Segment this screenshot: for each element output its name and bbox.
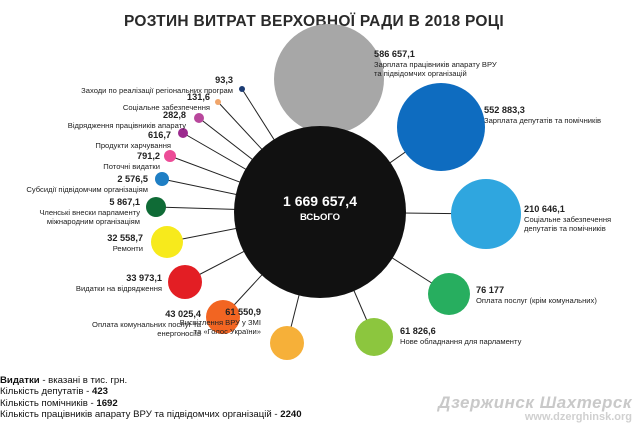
note-staff: Кількість працівників апарату ВРУ та під…	[0, 409, 638, 420]
bubble	[355, 318, 393, 356]
note-units: Видатки - вказані в тис. грн.	[0, 375, 638, 386]
note-assistants-label: Кількість помічників -	[0, 397, 97, 409]
bubble	[164, 150, 176, 162]
total-circle	[234, 126, 406, 298]
bubble-label: Оплата комунальних послуг та	[92, 320, 202, 329]
bubble-label: Субсидії підвідомчим організаціям	[26, 185, 148, 194]
bubble-label: Видатки на відрядження	[76, 284, 162, 293]
bubble-label: Поточні видатки	[103, 162, 160, 171]
bubble-label: та підвідомчих організацій	[374, 69, 467, 78]
bubble-label: Оплата послуг (крім комунальних)	[476, 296, 597, 305]
total-bubble: 1 669 657,4 ВСЬОГО	[234, 126, 406, 298]
watermark-url: www.dzerghinsk.org	[524, 411, 632, 423]
bubble-value: 32 558,7	[107, 233, 143, 243]
bubbles-group	[146, 24, 521, 360]
bubble-value: 61 550,9	[225, 307, 261, 317]
bubble-label: Зарплата депутатів та помічників	[484, 116, 601, 125]
bubble-value: 61 826,6	[400, 326, 436, 336]
bubble-label: Соціальне забезпечення	[123, 103, 210, 112]
bubble-label: Відрядження працівників апарату	[68, 121, 186, 130]
bubble-label: депутатів та помічників	[524, 224, 606, 233]
bubble-label: міжнародним організаціям	[47, 217, 140, 226]
bubble	[206, 300, 240, 334]
bubble-value: 2 576,5	[117, 174, 148, 184]
bubble-label: Членські внески парламенту	[39, 208, 140, 217]
bubble	[270, 326, 304, 360]
bubble	[194, 113, 204, 123]
bubble	[168, 265, 202, 299]
total-value: 1 669 657,4	[283, 193, 357, 209]
bubble-value: 552 883,3	[484, 105, 525, 115]
total-label: ВСЬОГО	[300, 212, 340, 223]
bubble-value: 76 177	[476, 285, 504, 295]
bubble-value: 791,2	[137, 151, 160, 161]
note-staff-value: 2240	[280, 408, 302, 420]
watermark-title: Дзержинск Шахтерск	[438, 393, 632, 412]
bubble	[451, 179, 521, 249]
bubble	[215, 99, 221, 105]
bubble-label: енергоносіїв	[157, 329, 201, 338]
note-assistants: Кількість помічників - 1692	[0, 398, 638, 409]
bubble-label: Нове обладнання для парламенту	[400, 337, 522, 346]
bubble	[151, 226, 183, 258]
chart-title: РОЗТИН ВИТРАТ ВЕРХОВНОЇ РАДИ В 2018 РОЦІ	[124, 13, 504, 30]
note-deputies: Кількість депутатів - 423	[0, 386, 638, 397]
bubble-value: 43 025,4	[165, 309, 202, 319]
bubble	[146, 197, 166, 217]
bubble-value: 282,8	[163, 110, 186, 120]
bubble	[178, 128, 188, 138]
bubble	[428, 273, 470, 315]
bubble-value: 616,7	[148, 130, 171, 140]
bubble-label: Висвітлення ВРУ у ЗМІ	[180, 318, 261, 327]
bubble	[274, 24, 384, 134]
notes-block: Видатки - вказані в тис. грн. Кількість …	[0, 375, 638, 420]
bubble-value: 210 646,1	[524, 204, 565, 214]
bubble-label: Зарплата працівників апарату ВРУ	[374, 60, 497, 69]
bubble-value: 33 973,1	[126, 273, 162, 283]
bubble	[397, 83, 485, 171]
bubble-label: Заходи по реалізації регіональних програ…	[81, 86, 233, 95]
note-assistants-value: 1692	[96, 397, 118, 409]
note-staff-label: Кількість працівників апарату ВРУ та під…	[0, 408, 281, 420]
bubble-label: Ремонти	[113, 244, 143, 253]
note-units-label: Видатки	[0, 375, 40, 386]
bubble-value: 586 657,1	[374, 49, 415, 59]
bubble	[239, 86, 245, 92]
bubble-label: та «Голос України»	[194, 327, 261, 336]
note-units-text: - вказані в тис. грн.	[39, 375, 128, 386]
bubble-label: Соціальне забезпечення	[524, 215, 611, 224]
watermark: Дзержинск Шахтерск www.dzerghinsk.org	[438, 393, 632, 423]
bubble-value: 131,6	[187, 92, 210, 102]
note-deputies-label: Кількість депутатів -	[0, 386, 92, 398]
bubble	[155, 172, 169, 186]
bubble-label: Продукти харчування	[95, 141, 171, 150]
bubble-value: 93,3	[215, 75, 233, 85]
bubble-value: 5 867,1	[109, 197, 140, 207]
note-deputies-value: 423	[91, 386, 108, 398]
